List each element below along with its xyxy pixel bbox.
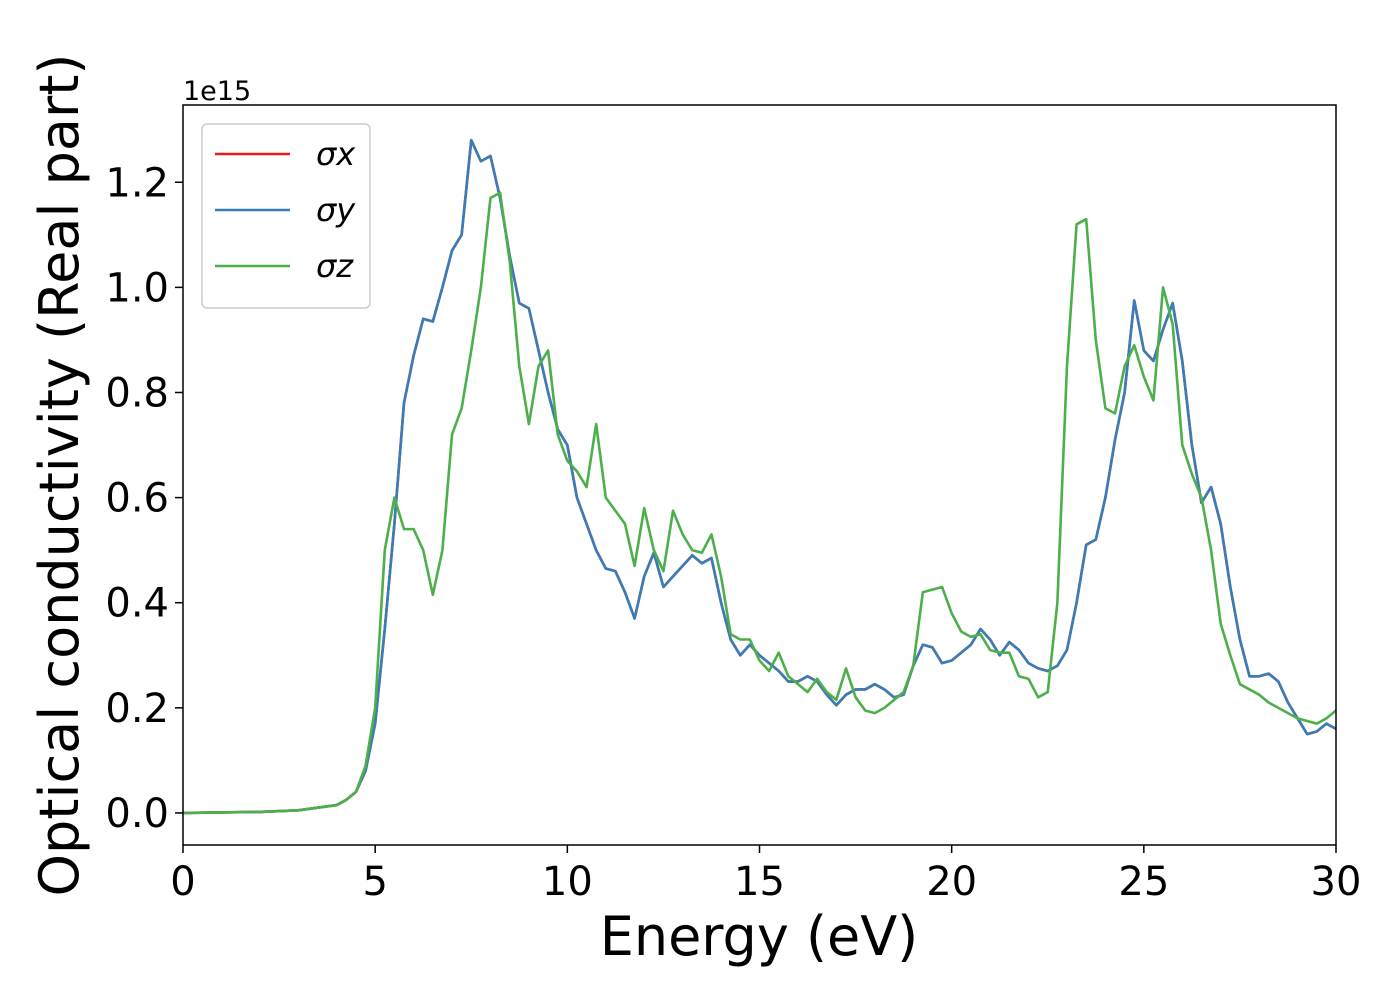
- legend-label: σy: [316, 191, 356, 229]
- x-tick-label: 10: [542, 859, 593, 905]
- x-tick-label: 0: [170, 859, 195, 905]
- plot-frame: [182, 104, 1337, 846]
- legend: σx σy σz: [201, 123, 371, 309]
- offset-text: 1e15: [183, 76, 251, 107]
- y-tick-label: 1.0: [105, 265, 169, 311]
- y-tick-label: 0.4: [105, 581, 169, 627]
- series-line: [182, 191, 1337, 815]
- y-tick-label: 0.0: [105, 791, 169, 837]
- x-tick-label: 25: [1118, 859, 1169, 905]
- y-tick-label: 0.8: [105, 370, 169, 416]
- y-tick-label: 1.2: [105, 160, 169, 206]
- y-tick-label: 0.6: [105, 476, 169, 522]
- x-axis-label: Energy (eV): [600, 905, 919, 968]
- x-tick-label: 20: [926, 859, 977, 905]
- x-tick-label: 30: [1311, 859, 1362, 905]
- legend-label: σx: [316, 135, 356, 173]
- legend-box: [201, 123, 371, 309]
- series-line: [182, 138, 1337, 815]
- x-tick-label: 15: [734, 859, 785, 905]
- legend-label: σz: [316, 247, 354, 285]
- y-axis-label: Optical conductivity (Real part): [28, 54, 91, 897]
- x-tick-label: 5: [362, 859, 387, 905]
- y-tick-label: 0.2: [105, 686, 169, 732]
